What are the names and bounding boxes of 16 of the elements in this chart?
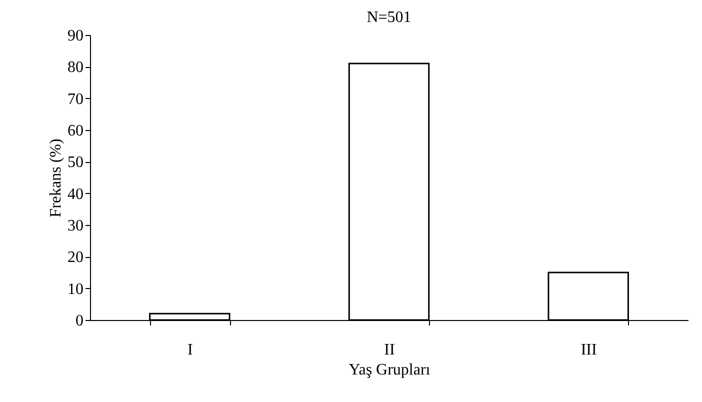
x-axis-title: Yaş Grupları (348, 362, 431, 378)
x-tick-label: III (580, 342, 597, 358)
y-tick-label: 40 (68, 186, 84, 203)
y-tick-label: 70 (68, 90, 84, 108)
y-tick-label: 50 (68, 154, 84, 172)
x-tick-label: II (384, 342, 395, 358)
y-tick-label: 30 (68, 218, 84, 234)
y-tick-label: 0 (76, 312, 84, 330)
x-tick-label: I (188, 342, 193, 358)
y-axis-title: Frekans (%) (48, 138, 64, 218)
chart-title: N=501 (366, 9, 412, 26)
y-tick-label: 60 (68, 122, 84, 140)
y-tick-label: 20 (68, 249, 84, 266)
y-tick-label: 80 (68, 59, 84, 76)
y-tick-label: 90 (68, 28, 84, 44)
y-tick-label: 10 (68, 280, 84, 298)
